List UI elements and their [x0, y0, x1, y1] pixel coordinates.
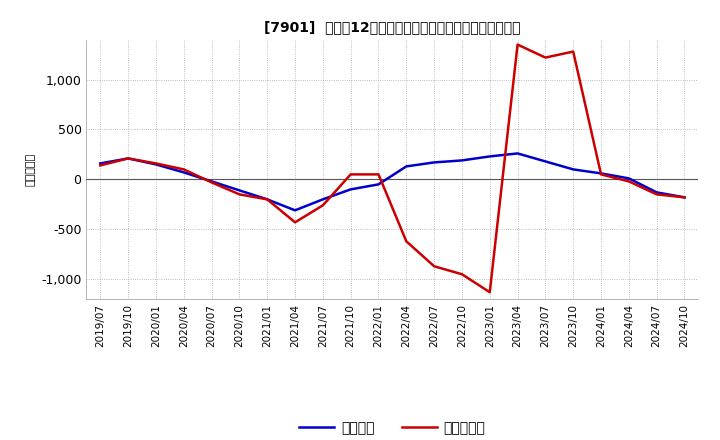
当期純利益 [207, 180, 216, 185]
当期純利益 [152, 161, 161, 166]
Title: [7901]  利益の12か月移動合計の対前年同期増減額の推移: [7901] 利益の12か月移動合計の対前年同期増減額の推移 [264, 20, 521, 34]
経常利益 [402, 164, 410, 169]
経常利益 [124, 156, 132, 161]
当期純利益 [124, 156, 132, 161]
当期純利益 [96, 163, 104, 168]
当期純利益 [624, 179, 633, 184]
経常利益 [96, 161, 104, 166]
当期純利益 [263, 197, 271, 202]
Line: 経常利益: 経常利益 [100, 154, 685, 210]
経常利益 [458, 158, 467, 163]
経常利益 [207, 179, 216, 184]
当期純利益 [680, 195, 689, 200]
当期純利益 [458, 271, 467, 277]
経常利益 [152, 162, 161, 167]
当期純利益 [318, 203, 327, 208]
経常利益 [374, 182, 383, 187]
経常利益 [597, 171, 606, 176]
経常利益 [624, 176, 633, 181]
Y-axis label: （百万円）: （百万円） [26, 153, 35, 186]
経常利益 [318, 197, 327, 202]
当期純利益 [513, 42, 522, 47]
経常利益 [680, 195, 689, 200]
経常利益 [652, 190, 661, 195]
経常利益 [346, 187, 355, 192]
当期純利益 [485, 290, 494, 295]
経常利益 [513, 151, 522, 156]
当期純利益 [374, 172, 383, 177]
経常利益 [485, 154, 494, 159]
経常利益 [263, 197, 271, 202]
当期純利益 [652, 192, 661, 197]
当期純利益 [179, 167, 188, 172]
当期純利益 [569, 49, 577, 54]
経常利益 [569, 167, 577, 172]
経常利益 [430, 160, 438, 165]
当期純利益 [235, 192, 243, 197]
経常利益 [235, 188, 243, 193]
経常利益 [179, 170, 188, 175]
Legend: 経常利益, 当期純利益: 経常利益, 当期純利益 [294, 415, 491, 440]
経常利益 [541, 159, 550, 164]
当期純利益 [291, 220, 300, 225]
当期純利益 [346, 172, 355, 177]
当期純利益 [402, 238, 410, 244]
当期純利益 [541, 55, 550, 60]
経常利益 [291, 208, 300, 213]
当期純利益 [597, 172, 606, 177]
Line: 当期純利益: 当期純利益 [100, 44, 685, 292]
当期純利益 [430, 264, 438, 269]
